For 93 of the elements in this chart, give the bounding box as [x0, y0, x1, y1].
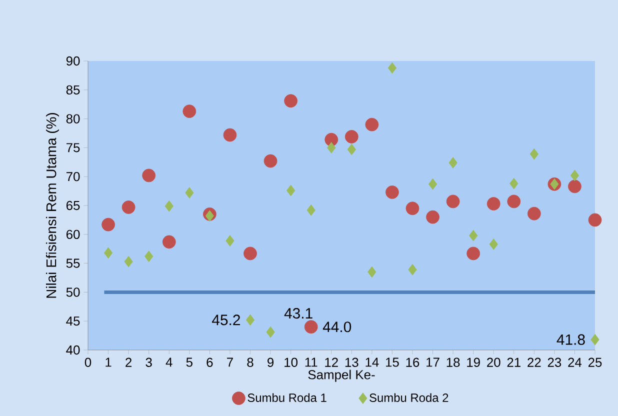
x-tick-label: 3: [146, 358, 152, 367]
point: [365, 118, 379, 132]
annotation: 43.1: [284, 308, 312, 319]
x-axis-title: Sampel Ke-: [308, 370, 375, 382]
point: [408, 264, 417, 276]
y-tick-label: 45: [66, 316, 80, 326]
x-tick-label: 11: [305, 358, 318, 367]
x-tick-label: 10: [284, 358, 298, 367]
point: [530, 148, 538, 160]
x-tick-label: 20: [487, 358, 500, 367]
point: [122, 200, 136, 214]
point: [406, 202, 420, 216]
y-tick-label: 70: [66, 172, 80, 182]
x-tick-label: 9: [268, 358, 274, 367]
point: [104, 247, 113, 259]
x-tick-label: 12: [325, 358, 338, 367]
point: [550, 178, 559, 190]
point: [570, 170, 580, 182]
y-tick-label: 85: [66, 85, 80, 94]
x-tick-label: 19: [467, 358, 480, 367]
point: [510, 178, 518, 190]
point: [466, 246, 480, 260]
point: [226, 235, 234, 246]
x-tick-label: 24: [568, 358, 582, 367]
x-tick-label: 14: [366, 358, 379, 367]
y-tick-label: 75: [66, 143, 80, 152]
point: [469, 230, 478, 242]
point: [182, 104, 196, 118]
point: [205, 210, 214, 222]
point: [324, 132, 338, 146]
point: [327, 142, 336, 154]
x-tick-label: 5: [186, 358, 192, 367]
point: [426, 210, 440, 224]
annotation: 41.8: [556, 334, 585, 345]
point: [388, 62, 397, 74]
point: [489, 238, 498, 250]
point: [264, 154, 278, 168]
x-tick-label: 23: [548, 358, 562, 367]
point: [284, 94, 298, 108]
point: [386, 186, 399, 199]
point: [306, 204, 316, 216]
point: [286, 184, 296, 196]
x-tick-label: 2: [126, 358, 132, 367]
point: [185, 187, 194, 198]
x-tick-label: 13: [345, 358, 358, 367]
point: [162, 235, 176, 249]
point: [347, 144, 356, 156]
point: [446, 194, 460, 208]
point: [588, 213, 602, 227]
point: [244, 246, 257, 260]
point: [266, 326, 275, 338]
point: [448, 157, 458, 168]
x-tick-label: 8: [247, 358, 254, 367]
annotation: 44.0: [322, 322, 352, 332]
x-tick-label: 22: [528, 358, 541, 367]
y-tick-label: 80: [66, 114, 80, 124]
point: [164, 200, 174, 212]
x-tick-label: 0: [84, 358, 92, 367]
y-tick-label: 65: [66, 200, 80, 210]
y-axis-title: Nilai Efisiensi Rem Utama (%): [46, 113, 59, 298]
annotation: 45.2: [212, 314, 240, 326]
point: [368, 266, 376, 278]
x-tick-label: 16: [406, 358, 420, 367]
x-tick-label: 1: [106, 358, 112, 367]
y-tick-label: 55: [66, 258, 80, 268]
y-tick-label: 60: [66, 230, 80, 239]
point: [568, 180, 582, 194]
y-tick-label: 50: [66, 288, 80, 297]
x-tick-label: 4: [166, 358, 172, 367]
point: [507, 194, 521, 208]
point: [246, 314, 255, 326]
x-tick-label: 25: [588, 358, 602, 367]
point: [590, 334, 600, 346]
x-tick-label: 15: [386, 358, 399, 367]
point: [428, 178, 438, 190]
point: [223, 128, 237, 142]
point: [144, 250, 154, 262]
legend-label: Sumbu Roda 2: [370, 393, 448, 402]
y-tick-label: 90: [66, 56, 80, 66]
legend-label: Sumbu Roda 1: [248, 393, 326, 402]
point: [142, 168, 156, 182]
point: [527, 206, 541, 220]
point: [102, 218, 115, 232]
x-tick-label: 7: [227, 358, 233, 367]
point: [344, 130, 358, 144]
point: [124, 256, 133, 268]
x-tick-label: 6: [206, 358, 213, 367]
point: [486, 197, 500, 210]
point: [304, 320, 318, 334]
y-tick-label: 40: [66, 345, 80, 355]
x-tick-label: 17: [426, 358, 440, 367]
x-tick-label: 18: [446, 358, 460, 367]
x-tick-label: 21: [507, 358, 520, 367]
